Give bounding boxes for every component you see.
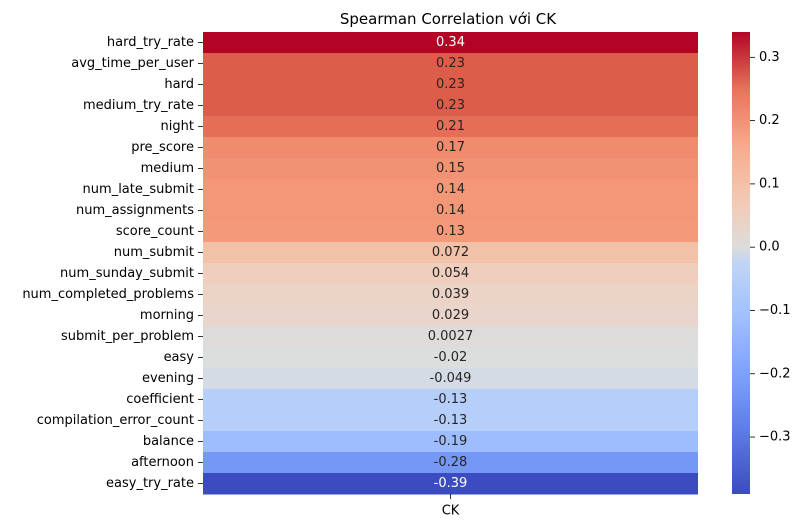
- cell-value-label: -0.02: [434, 350, 468, 365]
- cell-value-label: 0.072: [432, 245, 469, 260]
- heatmap-cell: [203, 410, 698, 432]
- y-tick-label: pre_score: [131, 140, 194, 155]
- y-tick-label: easy: [164, 350, 195, 365]
- heatmap-cell: [203, 389, 698, 411]
- y-tick-label: num_sunday_submit: [60, 266, 194, 281]
- y-tick-label: medium_try_rate: [83, 98, 194, 113]
- y-tick-label: num_late_submit: [83, 182, 194, 197]
- cell-value-label: 0.14: [436, 203, 465, 218]
- heatmap-cell: [203, 116, 698, 138]
- y-tick-label: score_count: [116, 224, 194, 239]
- y-tick-label: num_completed_problems: [22, 287, 194, 302]
- heatmap-cell: [203, 53, 698, 75]
- heatmap-cell: [203, 284, 698, 306]
- heatmap-cell: [203, 74, 698, 96]
- colorbar-tick-label: 0.2: [759, 113, 780, 128]
- cell-value-label: 0.15: [436, 161, 465, 176]
- cell-value-label: 0.054: [432, 266, 469, 281]
- cell-value-label: 0.0027: [428, 329, 474, 344]
- colorbar-tick-label: 0.0: [759, 240, 780, 255]
- cell-value-label: -0.13: [434, 392, 468, 407]
- heatmap-cell: [203, 242, 698, 264]
- heatmap-cell: [203, 326, 698, 348]
- y-tick-label: morning: [140, 308, 194, 323]
- y-tick-label: compilation_error_count: [37, 413, 194, 428]
- cell-value-label: 0.029: [432, 308, 469, 323]
- heatmap-cell: [203, 221, 698, 243]
- heatmap-cell: [203, 263, 698, 285]
- heatmap-cell: [203, 473, 698, 495]
- cell-value-label: 0.23: [436, 77, 465, 92]
- y-tick-label: avg_time_per_user: [71, 56, 194, 71]
- heatmap-cell: [203, 452, 698, 474]
- y-tick-label: coefficient: [126, 392, 194, 407]
- colorbar-axis: 0.3 0.2 0.1 0.0 −0.1 −0.2 −0.3: [750, 50, 791, 445]
- y-tick-label: night: [161, 119, 194, 134]
- heatmap-cell: [203, 368, 698, 390]
- colorbar-tick-label: 0.3: [759, 50, 780, 65]
- heatmap-cell: [203, 158, 698, 180]
- heatmap-cell: [203, 200, 698, 222]
- cell-value-label: -0.049: [430, 371, 472, 386]
- cell-value-label: 0.14: [436, 182, 465, 197]
- heatmap-cell: [203, 305, 698, 327]
- cell-value-label: -0.13: [434, 413, 468, 428]
- colorbar-tick-label: −0.3: [759, 430, 791, 445]
- y-tick-label: hard: [164, 77, 194, 92]
- y-tick-label: submit_per_problem: [61, 329, 194, 344]
- cell-value-label: -0.39: [434, 476, 468, 491]
- heatmap-cell: [203, 32, 698, 54]
- colorbar-tick-label: −0.1: [759, 303, 791, 318]
- heatmap-cell: [203, 179, 698, 201]
- cell-value-label: 0.17: [436, 140, 465, 155]
- y-tick-label: hard_try_rate: [107, 35, 194, 50]
- cell-value-label: -0.19: [434, 434, 468, 449]
- y-tick-label: balance: [143, 434, 194, 449]
- y-tick-label: evening: [142, 371, 194, 386]
- cell-value-label: 0.23: [436, 98, 465, 113]
- heatmap-rows: 0.34 hard_try_rate 0.23 avg_time_per_user 0.…: [22, 32, 698, 495]
- y-tick-label: num_assignments: [76, 203, 194, 218]
- y-tick-label: afternoon: [131, 455, 194, 470]
- chart-title: Spearman Correlation với CK: [340, 10, 557, 28]
- y-tick-label: medium: [141, 161, 194, 176]
- cell-value-label: 0.039: [432, 287, 469, 302]
- colorbar-tick-label: 0.1: [759, 176, 780, 191]
- y-tick-label: num_submit: [114, 245, 194, 260]
- x-tick-label: CK: [442, 504, 460, 519]
- heatmap-cell: [203, 137, 698, 159]
- cell-value-label: 0.23: [436, 56, 465, 71]
- colorbar-tick-label: −0.2: [759, 366, 791, 381]
- x-axis: CK: [442, 494, 460, 519]
- heatmap-cell: [203, 347, 698, 369]
- y-tick-label: easy_try_rate: [106, 476, 194, 491]
- cell-value-label: 0.21: [436, 119, 465, 134]
- cell-value-label: -0.28: [434, 455, 468, 470]
- heatmap-cell: [203, 95, 698, 117]
- cell-value-label: 0.34: [436, 35, 465, 50]
- cell-value-label: 0.13: [436, 224, 465, 239]
- colorbar: [732, 32, 750, 494]
- heatmap-cell: [203, 431, 698, 453]
